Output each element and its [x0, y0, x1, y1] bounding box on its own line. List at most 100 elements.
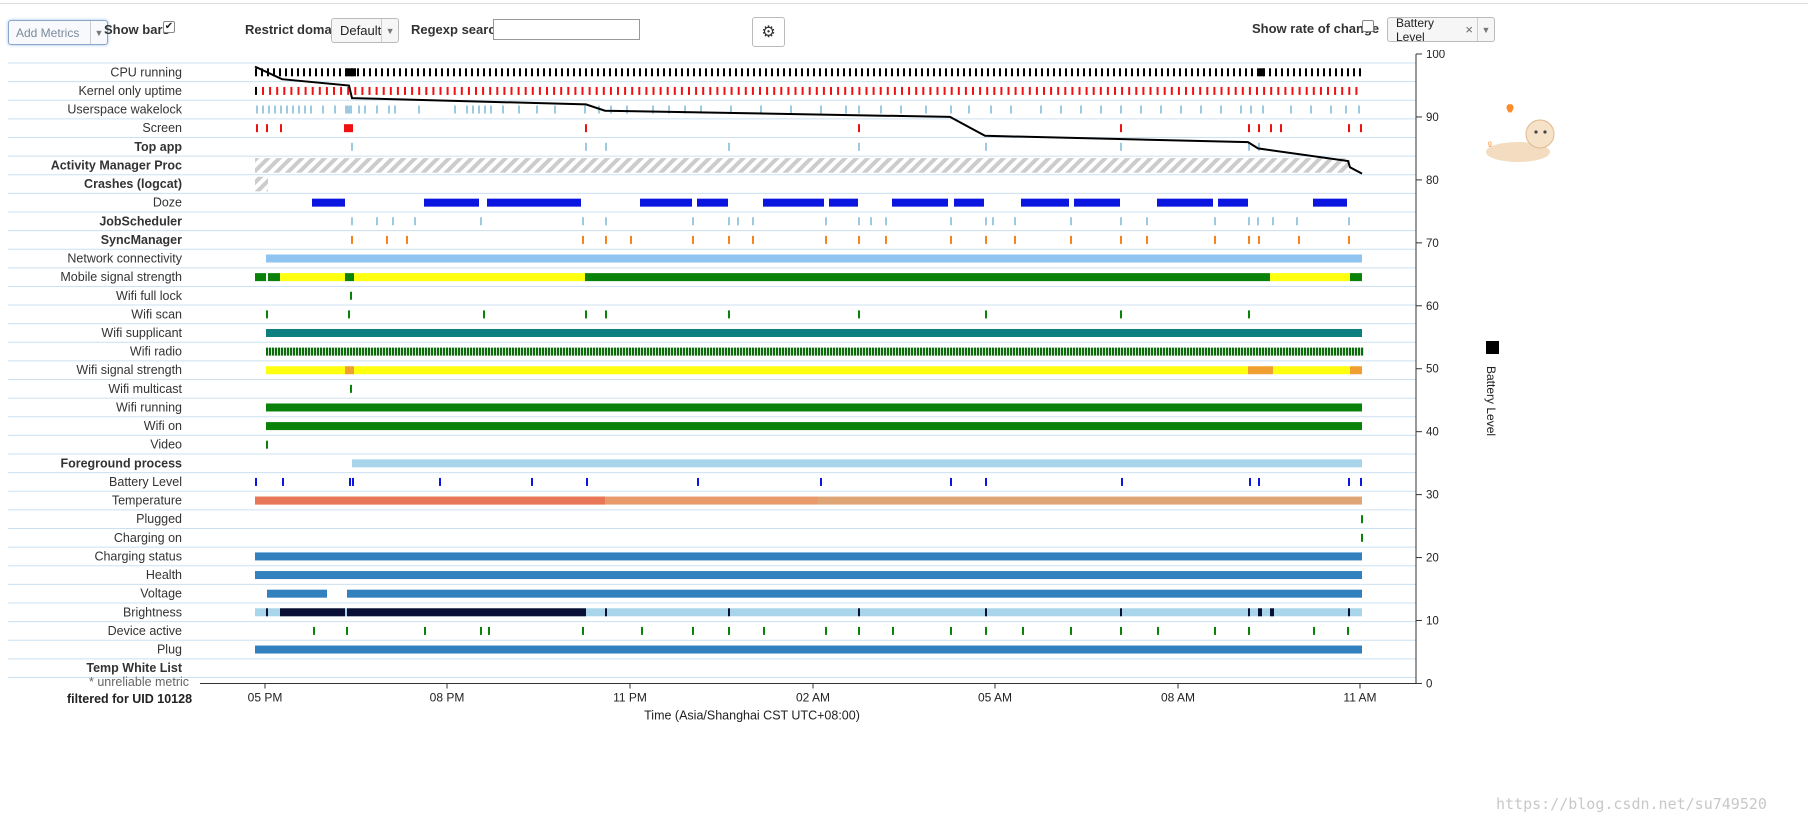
bar-segment	[266, 366, 345, 375]
row-label: Charging on	[114, 531, 182, 545]
radio-tick	[1214, 347, 1217, 356]
radio-tick	[629, 347, 632, 356]
radio-tick	[266, 347, 269, 356]
radio-tick	[932, 347, 935, 356]
event-tick	[1221, 68, 1223, 77]
event-tick	[333, 86, 335, 95]
restrict-domain-select[interactable]: Default ▼	[331, 18, 399, 43]
event-tick	[537, 68, 539, 77]
temperature-segment	[255, 496, 605, 505]
event-tick	[280, 105, 282, 114]
event-tick	[1120, 105, 1122, 114]
radio-tick	[464, 347, 467, 356]
event-tick	[609, 86, 612, 95]
show-bars-checkbox[interactable]: ✔	[163, 21, 175, 33]
event-tick	[602, 86, 605, 95]
show-rate-checkbox[interactable]	[1362, 20, 1374, 32]
x-tick-label: 08 PM	[430, 690, 465, 704]
radio-tick	[1304, 347, 1307, 356]
radio-tick	[539, 347, 542, 356]
event-tick	[1070, 626, 1072, 635]
radio-tick	[641, 347, 644, 356]
radio-tick	[368, 347, 371, 356]
radio-tick	[362, 347, 365, 356]
event-tick	[1089, 68, 1091, 77]
radio-tick	[575, 347, 578, 356]
bar-segment	[266, 422, 1362, 431]
bar-segment	[954, 198, 984, 207]
event-tick	[825, 68, 827, 77]
event-tick	[478, 105, 480, 114]
event-tick	[858, 105, 860, 114]
radio-tick	[1280, 347, 1283, 356]
event-tick	[605, 235, 607, 244]
event-tick	[303, 68, 305, 77]
radio-tick	[950, 347, 953, 356]
event-tick	[574, 86, 577, 95]
event-tick	[262, 86, 264, 95]
y-tick-label: 80	[1426, 175, 1439, 187]
battery-level-select[interactable]: Battery Level × ▼	[1387, 16, 1495, 44]
row-label: Wifi supplicant	[101, 326, 182, 340]
radio-tick	[941, 347, 944, 356]
event-tick	[517, 86, 520, 95]
event-tick	[1329, 68, 1331, 77]
event-tick	[657, 68, 659, 77]
event-tick	[1192, 86, 1195, 95]
legend-swatch	[1486, 341, 1499, 354]
radio-tick	[1088, 347, 1091, 356]
settings-button[interactable]: ⚙	[752, 17, 785, 47]
radio-tick	[938, 347, 941, 356]
event-tick	[255, 86, 257, 95]
event-tick	[950, 105, 952, 114]
bar-segment	[255, 571, 1362, 580]
event-tick	[483, 68, 485, 77]
event-tick	[1028, 86, 1031, 95]
radio-tick	[554, 347, 557, 356]
event-tick	[465, 68, 467, 77]
event-tick	[453, 86, 456, 95]
event-tick	[1035, 86, 1038, 95]
event-tick	[1248, 124, 1250, 133]
event-tick	[297, 86, 300, 95]
event-tick	[1347, 626, 1349, 635]
event-tick	[276, 86, 279, 95]
event-tick	[908, 86, 911, 95]
event-tick	[688, 86, 690, 95]
event-tick	[502, 105, 504, 114]
radio-tick	[794, 347, 797, 356]
event-tick	[1298, 235, 1300, 244]
event-tick	[1359, 68, 1361, 77]
event-tick	[950, 235, 952, 244]
timeline-chart[interactable]: CPU running Kernel only uptime Userspace w…	[0, 50, 1808, 823]
radio-tick	[455, 347, 458, 356]
radio-tick	[764, 347, 767, 356]
bar-segment	[763, 198, 824, 207]
event-tick	[681, 68, 683, 77]
regexp-search-input[interactable]	[493, 19, 640, 40]
event-tick	[1092, 86, 1095, 95]
remove-icon[interactable]: ×	[1465, 22, 1473, 37]
add-metrics-select[interactable]: Add Metrics ▼	[8, 20, 108, 45]
radio-tick	[278, 347, 281, 356]
event-tick	[1299, 68, 1301, 77]
radio-tick	[1049, 347, 1052, 356]
event-tick	[1305, 86, 1308, 95]
event-tick	[1227, 68, 1229, 77]
radio-tick	[1340, 347, 1343, 356]
event-tick	[968, 105, 970, 114]
bar-segment	[344, 124, 353, 133]
event-tick	[255, 68, 257, 77]
radio-tick	[1337, 347, 1340, 356]
radio-tick	[653, 347, 656, 356]
radio-tick	[1013, 347, 1016, 356]
event-tick	[425, 86, 428, 95]
event-tick	[790, 105, 792, 114]
event-tick	[728, 217, 730, 226]
radio-tick	[356, 347, 359, 356]
event-tick	[584, 105, 586, 114]
event-tick	[822, 86, 825, 95]
event-tick	[1227, 86, 1230, 95]
radio-tick	[521, 347, 524, 356]
event-tick	[631, 86, 634, 95]
